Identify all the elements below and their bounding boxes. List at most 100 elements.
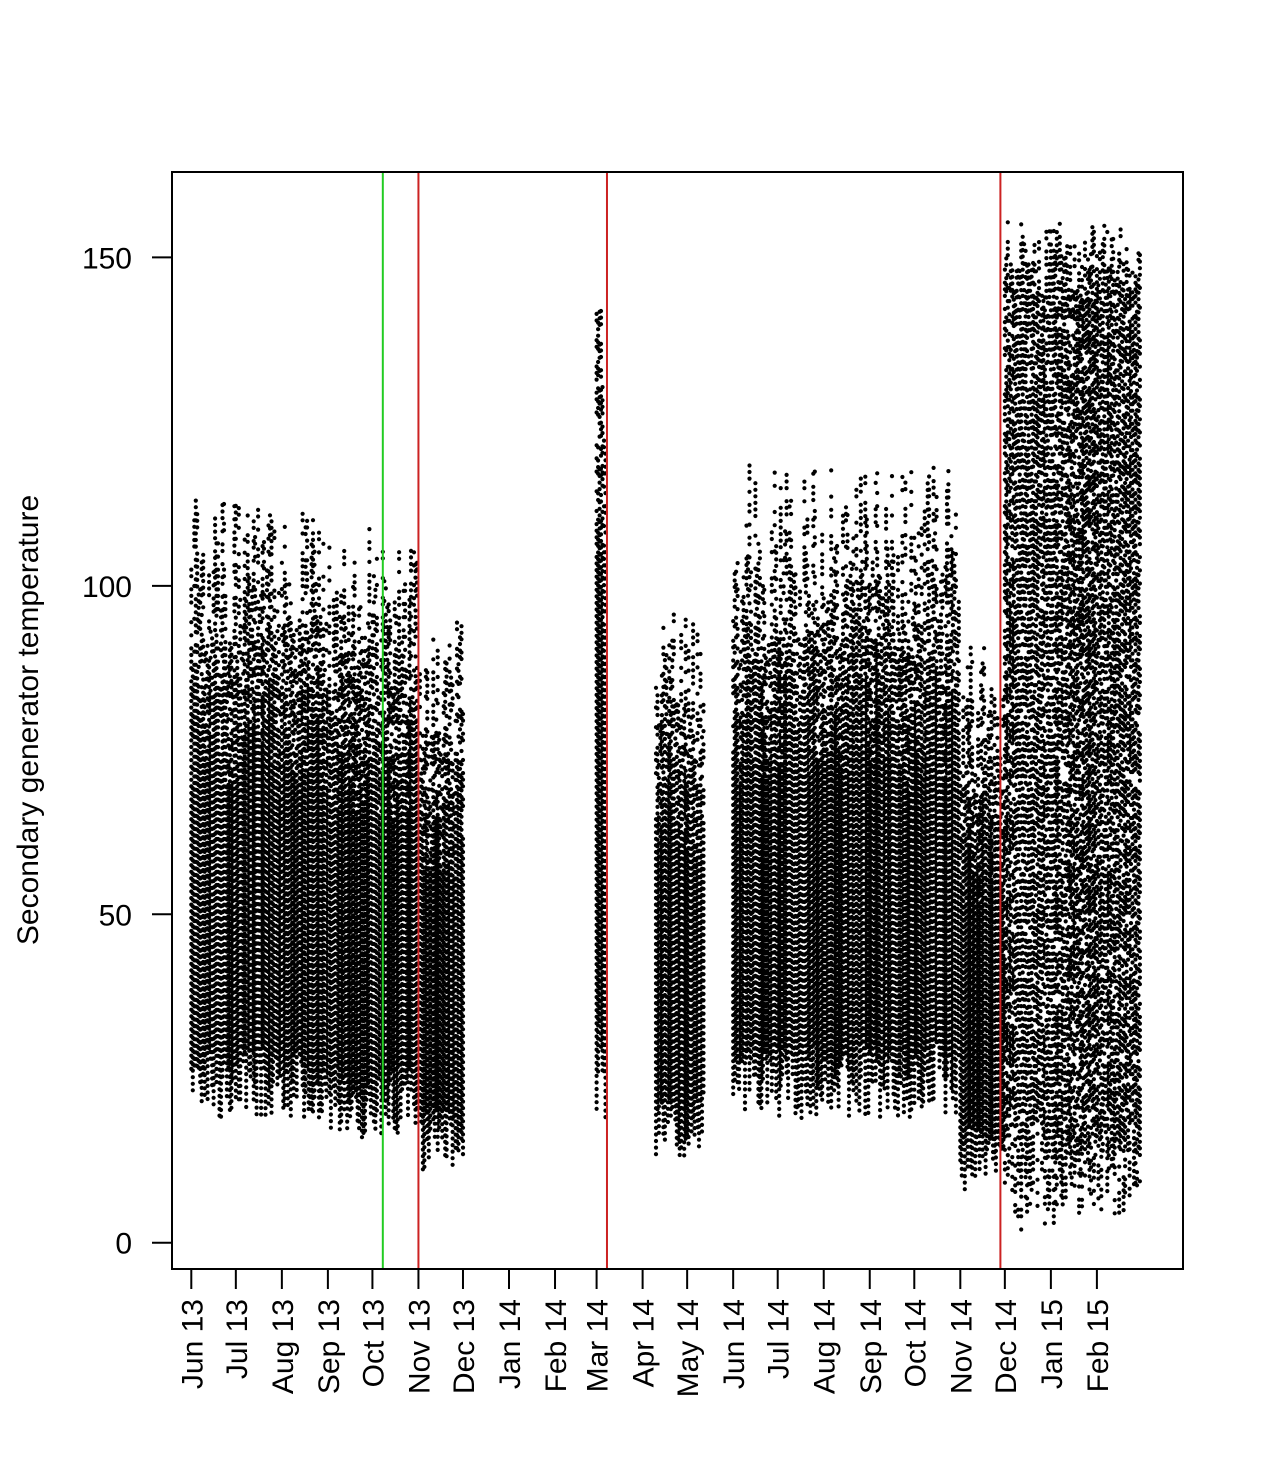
data-point	[253, 541, 258, 546]
data-point	[272, 647, 277, 652]
data-point	[189, 698, 194, 704]
data-point	[193, 544, 198, 549]
data-point	[238, 597, 243, 603]
data-point	[259, 1099, 264, 1104]
data-point	[244, 1104, 249, 1110]
data-point	[282, 590, 287, 595]
data-point	[294, 1087, 299, 1093]
data-point	[256, 685, 261, 690]
data-point	[245, 552, 250, 558]
data-point	[215, 600, 221, 605]
data-point	[254, 1085, 259, 1090]
data-point	[215, 567, 221, 572]
data-point	[281, 658, 286, 664]
data-point	[238, 722, 243, 727]
data-point	[264, 673, 270, 678]
data-point	[269, 1084, 274, 1089]
data-point	[195, 643, 200, 648]
data-point	[279, 718, 284, 723]
data-point	[290, 743, 295, 748]
data-point	[220, 548, 225, 554]
data-point	[260, 583, 265, 588]
data-point	[269, 571, 274, 577]
data-point	[229, 659, 234, 664]
data-point	[189, 659, 194, 664]
data-point	[236, 552, 241, 557]
data-point	[199, 672, 204, 677]
data-point	[290, 690, 295, 695]
data-point	[236, 512, 241, 517]
data-point	[294, 752, 299, 758]
data-point	[259, 1112, 264, 1117]
data-point	[202, 705, 207, 710]
data-point	[238, 637, 243, 642]
data-point	[195, 558, 200, 563]
data-point	[284, 648, 289, 653]
data-point	[235, 659, 240, 664]
data-point	[291, 632, 296, 638]
data-point	[261, 540, 267, 545]
data-point	[189, 744, 194, 750]
data-point	[190, 1081, 195, 1086]
data-point	[211, 1095, 216, 1100]
data-point	[248, 693, 253, 698]
data-point	[251, 558, 256, 563]
data-point	[248, 1054, 253, 1059]
data-point	[238, 676, 243, 681]
data-point	[202, 1066, 207, 1071]
data-point	[193, 498, 198, 503]
data-point	[233, 536, 238, 541]
data-point	[250, 680, 255, 685]
data-point	[290, 651, 295, 656]
data-point	[218, 1094, 224, 1099]
data-point	[256, 724, 261, 729]
data-point	[244, 1091, 249, 1096]
data-point	[195, 564, 200, 569]
data-point	[201, 638, 206, 643]
data-point	[214, 666, 219, 671]
data-point	[294, 759, 299, 764]
data-point	[242, 642, 247, 647]
data-point	[294, 1055, 299, 1060]
data-point	[215, 659, 221, 664]
data-point	[224, 726, 229, 731]
data-point	[207, 671, 212, 677]
data-point	[221, 501, 227, 507]
data-point	[189, 593, 194, 599]
data-point	[195, 676, 200, 681]
data-point	[198, 600, 203, 605]
data-point	[256, 580, 261, 585]
data-point	[269, 552, 274, 557]
data-point	[251, 657, 256, 662]
data-point	[244, 612, 249, 617]
data-point	[201, 559, 206, 564]
data-point	[288, 666, 293, 672]
data-point	[214, 633, 219, 638]
data-point	[195, 689, 200, 694]
data-point	[248, 1067, 253, 1072]
data-point	[275, 609, 280, 614]
data-point	[284, 602, 289, 607]
data-point	[236, 611, 241, 616]
data-point	[223, 640, 228, 645]
data-point	[213, 536, 218, 541]
data-point	[245, 539, 250, 544]
data-point	[213, 529, 218, 534]
data-point	[195, 518, 200, 523]
data-point	[236, 525, 241, 530]
data-point	[220, 562, 225, 567]
data-point	[288, 758, 293, 764]
data-point	[193, 623, 198, 628]
data-point	[253, 594, 258, 599]
data-point	[235, 672, 240, 677]
data-point	[279, 685, 284, 690]
data-point	[207, 579, 212, 585]
data-point	[199, 632, 204, 637]
data-point	[199, 612, 204, 618]
data-point	[190, 1075, 195, 1080]
data-point	[208, 629, 213, 634]
data-point	[294, 1081, 299, 1086]
data-point	[235, 665, 240, 671]
data-point	[264, 588, 270, 593]
